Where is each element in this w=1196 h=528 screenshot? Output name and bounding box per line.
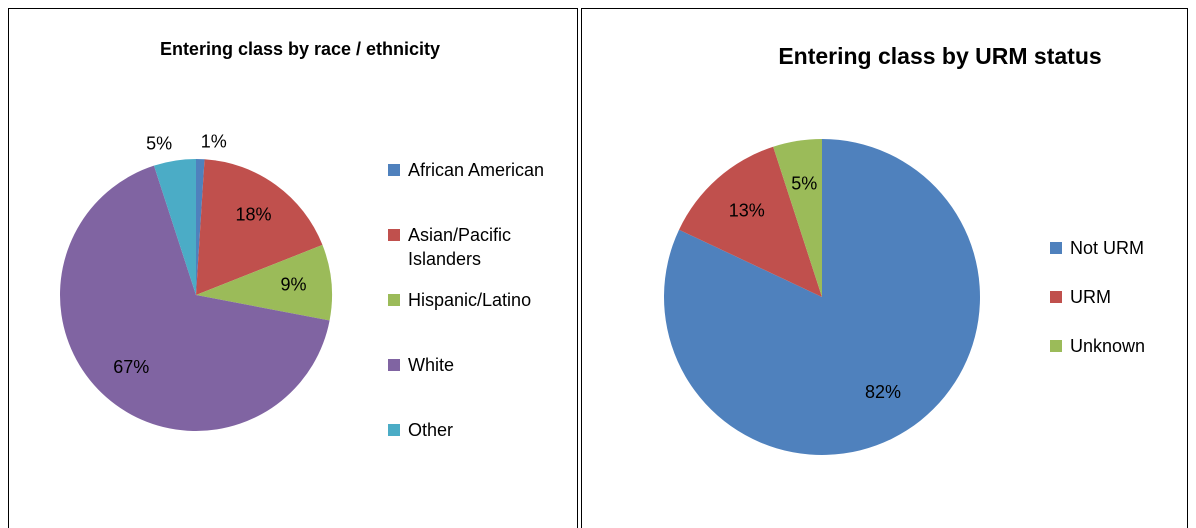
legend-swatch [1050, 242, 1062, 254]
legend-item: Not URM [1050, 236, 1180, 285]
legend-item: Asian/Pacific Islanders [388, 223, 568, 288]
legend-label: Other [408, 420, 454, 440]
legend-swatch [1050, 340, 1062, 352]
legend-label: Unknown [1070, 336, 1146, 356]
legend-label: White [408, 355, 455, 375]
data-label: 13% [729, 200, 765, 220]
data-label: 5% [146, 133, 172, 153]
pie-slice [60, 165, 330, 432]
legend-item: White [388, 353, 568, 418]
chart-title: Entering class by URM status [778, 43, 1101, 69]
legend-label: African American [408, 160, 545, 180]
legend-swatch [388, 164, 400, 176]
pie-slice [153, 159, 196, 295]
panel-left [8, 8, 578, 528]
legend-item: URM [1050, 285, 1180, 334]
pie-slice [679, 146, 822, 297]
legend-item: Other [388, 418, 568, 483]
legend-swatch [388, 294, 400, 306]
panel-right [581, 8, 1188, 528]
pie-slice [773, 139, 822, 297]
legend-item: African American [388, 158, 568, 223]
legend-swatch [1050, 291, 1062, 303]
chart-title: Entering class by race / ethnicity [160, 39, 440, 59]
pie-slice [196, 159, 323, 295]
data-label: 1% [201, 132, 227, 152]
data-label: 9% [280, 275, 306, 295]
legend-item: Unknown [1050, 334, 1180, 383]
legend-swatch [388, 424, 400, 436]
legend-swatch [388, 229, 400, 241]
legend-label: Asian/Pacific Islanders [408, 225, 512, 269]
legend-label: Hispanic/Latino [408, 290, 532, 310]
pie-slice [196, 159, 205, 295]
data-label: 18% [236, 205, 272, 225]
legend: African American Asian/Pacific Islanders H… [388, 158, 568, 483]
legend-swatch [388, 359, 400, 371]
pie-slice [196, 244, 332, 321]
legend: Not URM URM Unknown [1050, 236, 1180, 383]
legend-label: URM [1070, 287, 1111, 307]
data-label: 67% [113, 357, 149, 377]
legend-item: Hispanic/Latino [388, 288, 568, 353]
data-label: 82% [865, 382, 901, 402]
legend-label: Not URM [1070, 238, 1145, 258]
data-label: 5% [791, 173, 817, 193]
